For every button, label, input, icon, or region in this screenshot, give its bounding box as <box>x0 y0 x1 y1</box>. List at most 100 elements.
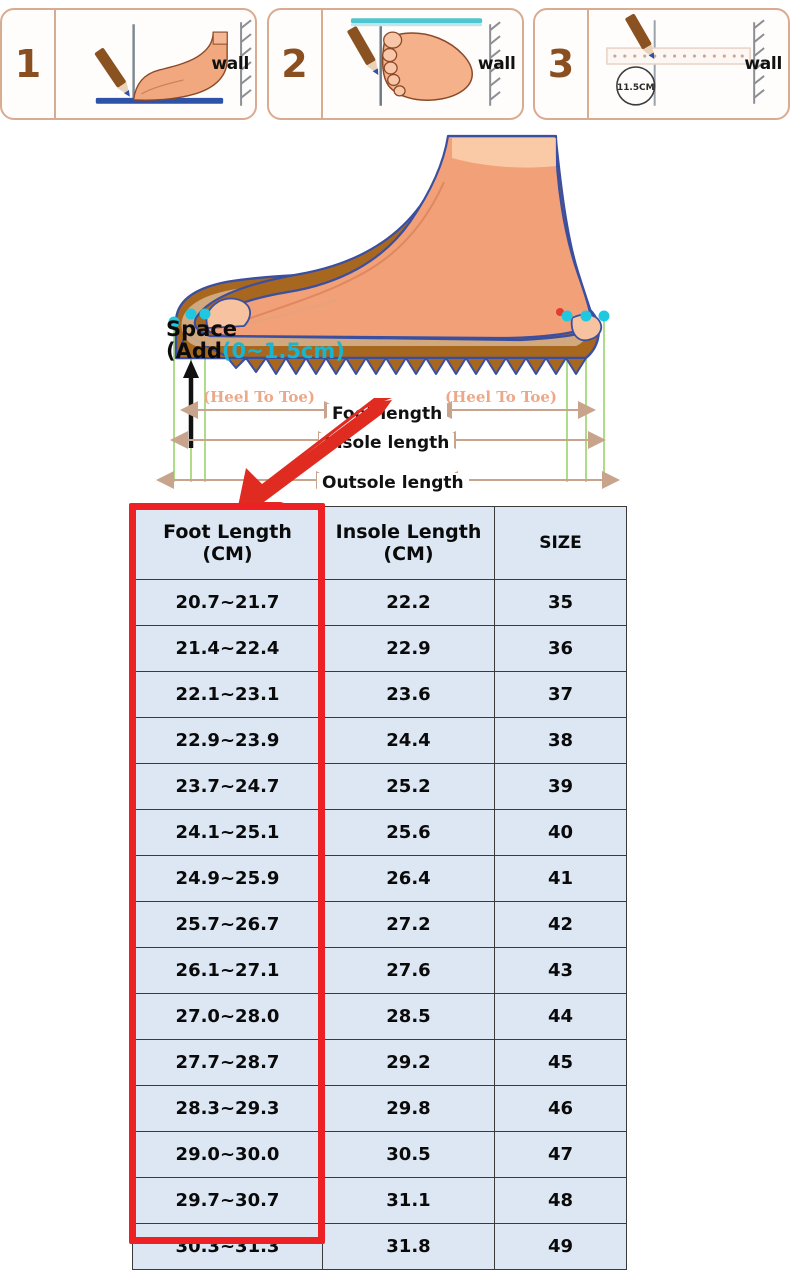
cell-insole-length: 28.5 <box>322 993 495 1040</box>
heel-to-toe-label-left: (Heel To Toe) <box>203 388 316 406</box>
cell-size: 40 <box>494 809 627 856</box>
wall-label-2: wall <box>477 54 516 74</box>
cell-insole-length: 24.4 <box>322 717 495 764</box>
cell-foot-length: 30.3~31.3 <box>132 1223 323 1270</box>
cell-foot-length: 24.9~25.9 <box>132 855 323 902</box>
header-foot-length-line2: (CM) <box>202 543 253 565</box>
table-row: 26.1~27.1 27.6 43 <box>132 947 627 994</box>
outsole-length-label: Outsole length <box>317 473 469 493</box>
table-row: 27.0~28.0 28.5 44 <box>132 993 627 1040</box>
cell-size: 44 <box>494 993 627 1040</box>
outsole-tread <box>175 333 587 375</box>
cell-insole-length: 25.6 <box>322 809 495 856</box>
foot-measurement-diagram: Space (Add(0~1.5cm) <box>0 122 790 504</box>
cell-foot-length: 25.7~26.7 <box>132 901 323 948</box>
table-row: 29.0~30.0 30.5 47 <box>132 1131 627 1178</box>
cell-insole-length: 31.8 <box>322 1223 495 1270</box>
cell-insole-length: 22.2 <box>322 579 495 626</box>
measure-steps-strip: 1 <box>0 8 790 120</box>
step-panel-1: 1 <box>0 8 257 120</box>
step-number-cell-1: 1 <box>2 10 56 118</box>
table-row: 29.7~30.7 31.1 48 <box>132 1177 627 1224</box>
size-chart-table: Foot Length (CM) Insole Length (CM) SIZE… <box>132 506 627 1270</box>
cell-insole-length: 31.1 <box>322 1177 495 1224</box>
cell-size: 43 <box>494 947 627 994</box>
step-illustration-3: 11.5CM wall <box>589 10 788 118</box>
header-insole-length: Insole Length (CM) <box>322 506 495 580</box>
ruler-measure-icon: 11.5CM <box>606 13 765 106</box>
cell-foot-length: 20.7~21.7 <box>132 579 323 626</box>
table-row: 22.1~23.1 23.6 37 <box>132 671 627 718</box>
insole-length-label: Insole length <box>319 433 455 453</box>
cell-foot-length: 23.7~24.7 <box>132 763 323 810</box>
cell-insole-length: 29.8 <box>322 1085 495 1132</box>
space-label-range: (0~1.5cm) <box>221 339 345 364</box>
wall-label-3: wall <box>744 54 782 74</box>
cell-foot-length: 29.7~30.7 <box>132 1177 323 1224</box>
header-insole-length-line1: Insole Length <box>335 520 482 543</box>
table-row: 24.9~25.9 26.4 41 <box>132 855 627 902</box>
cell-foot-length: 28.3~29.3 <box>132 1085 323 1132</box>
table-body: 20.7~21.7 22.2 35 21.4~22.4 22.9 36 22.1~23.1 2… <box>132 579 627 1270</box>
step-number-cell-3: 3 <box>535 10 589 118</box>
header-insole-length-line2: (CM) <box>383 543 434 565</box>
ruler-badge-text: 11.5CM <box>617 83 655 93</box>
step-number-3: 3 <box>547 42 575 86</box>
cell-size: 38 <box>494 717 627 764</box>
cell-insole-length: 27.6 <box>322 947 495 994</box>
foot-in-shoe-illustration <box>156 134 620 489</box>
step-illustration-1: wall <box>56 10 255 118</box>
cell-size: 39 <box>494 763 627 810</box>
table-row: 22.9~23.9 24.4 38 <box>132 717 627 764</box>
cell-size: 42 <box>494 901 627 948</box>
cell-size: 36 <box>494 625 627 672</box>
cell-insole-length: 25.2 <box>322 763 495 810</box>
table-row: 28.3~29.3 29.8 46 <box>132 1085 627 1132</box>
table-row: 25.7~26.7 27.2 42 <box>132 901 627 948</box>
space-arrow <box>183 360 199 448</box>
header-foot-length: Foot Length (CM) <box>132 506 323 580</box>
table-row: 21.4~22.4 22.9 36 <box>132 625 627 672</box>
step-number-cell-2: 2 <box>269 10 323 118</box>
table-row: 24.1~25.1 25.6 40 <box>132 809 627 856</box>
space-label: Space (Add(0~1.5cm) <box>166 318 345 363</box>
step-number-1: 1 <box>14 42 42 86</box>
cell-size: 41 <box>494 855 627 902</box>
header-foot-length-line1: Foot Length <box>163 520 292 543</box>
cell-size: 46 <box>494 1085 627 1132</box>
cell-foot-length: 22.1~23.1 <box>132 671 323 718</box>
cell-foot-length: 22.9~23.9 <box>132 717 323 764</box>
header-size: SIZE <box>494 506 627 580</box>
table-row: 27.7~28.7 29.2 45 <box>132 1039 627 1086</box>
cell-size: 48 <box>494 1177 627 1224</box>
cell-size: 49 <box>494 1223 627 1270</box>
size-chart-table-wrapper: Foot Length (CM) Insole Length (CM) SIZE… <box>132 506 627 1270</box>
cell-insole-length: 29.2 <box>322 1039 495 1086</box>
table-header-row: Foot Length (CM) Insole Length (CM) SIZE <box>132 506 627 580</box>
cell-size: 37 <box>494 671 627 718</box>
heel-to-toe-label-right: (Heel To Toe) <box>445 388 558 406</box>
wall-label-1: wall <box>211 54 249 74</box>
foot-side-view-icon <box>94 19 252 106</box>
cell-size: 45 <box>494 1039 627 1086</box>
step-panel-3: 3 11.5CM <box>533 8 790 120</box>
table-row: 30.3~31.3 31.8 49 <box>132 1223 627 1270</box>
step-illustration-2: wall <box>323 10 522 118</box>
measurement-points <box>168 308 610 328</box>
table-row: 23.7~24.7 25.2 39 <box>132 763 627 810</box>
cell-foot-length: 27.7~28.7 <box>132 1039 323 1086</box>
cell-foot-length: 21.4~22.4 <box>132 625 323 672</box>
cell-size: 47 <box>494 1131 627 1178</box>
cell-insole-length: 30.5 <box>322 1131 495 1178</box>
cell-insole-length: 22.9 <box>322 625 495 672</box>
foot-top-view-icon <box>346 18 501 106</box>
cell-size: 35 <box>494 579 627 626</box>
space-label-line1: Space <box>166 317 238 341</box>
foot-skin-shape <box>206 134 594 340</box>
step-panel-2: 2 <box>266 8 524 120</box>
cell-insole-length: 26.4 <box>322 855 495 902</box>
cell-foot-length: 29.0~30.0 <box>132 1131 323 1178</box>
cell-foot-length: 27.0~28.0 <box>132 993 323 1040</box>
space-label-prefix: (Add <box>166 339 222 364</box>
cell-insole-length: 23.6 <box>322 671 495 718</box>
